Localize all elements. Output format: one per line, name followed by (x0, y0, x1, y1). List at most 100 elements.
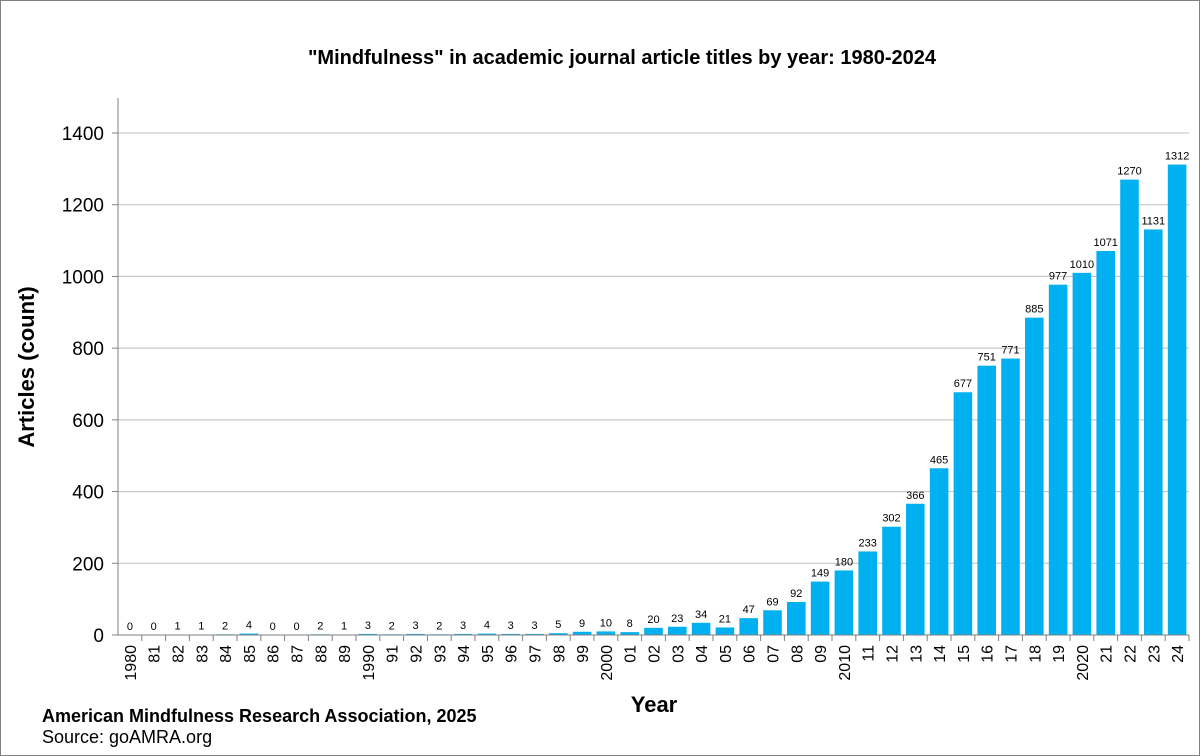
data-label: 47 (743, 604, 755, 616)
data-label: 5 (555, 619, 561, 631)
x-tick-label: 93 (432, 645, 449, 663)
data-label: 0 (270, 621, 276, 633)
data-label: 302 (882, 513, 900, 525)
x-tick-label: 23 (1146, 645, 1163, 663)
bar (620, 632, 639, 635)
bar (882, 526, 901, 635)
x-tick-label: 86 (266, 645, 283, 663)
x-tick-label: 92 (409, 645, 426, 663)
data-label: 0 (151, 621, 157, 633)
bar (477, 633, 497, 635)
data-label: 3 (460, 620, 466, 632)
bar (906, 503, 925, 635)
bar (977, 365, 996, 635)
x-tick-label: 19 (1051, 645, 1068, 663)
data-label: 2 (436, 620, 442, 632)
bar (763, 610, 782, 635)
data-label: 3 (531, 620, 537, 632)
x-tick-label: 81 (147, 645, 164, 663)
footer-source: Source: goAMRA.org (42, 727, 213, 747)
data-label: 21 (719, 613, 731, 625)
y-tick-label: 200 (72, 554, 104, 575)
bars (168, 164, 1187, 635)
data-label: 23 (671, 613, 683, 625)
y-tick-label: 1400 (62, 124, 104, 145)
x-axis-title: Year (631, 692, 678, 717)
data-label: 92 (790, 588, 802, 600)
bar (1072, 272, 1092, 635)
bar (953, 392, 973, 635)
data-label: 1 (174, 621, 180, 633)
bar (691, 622, 711, 635)
data-label: 3 (508, 620, 514, 632)
x-tick-label: 01 (623, 645, 640, 663)
x-tick-label: 07 (766, 645, 783, 663)
data-label: 3 (365, 620, 371, 632)
x-tick-label: 05 (718, 645, 735, 663)
x-tick-label: 91 (385, 645, 402, 663)
data-label: 1270 (1117, 166, 1141, 178)
footer-organization: American Mindfulness Research Associatio… (42, 706, 477, 726)
data-label: 1010 (1070, 259, 1094, 271)
data-label: 1 (341, 621, 347, 633)
x-tick-label: 2020 (1075, 645, 1092, 681)
x-axis (117, 98, 1189, 636)
y-tick-label: 1000 (62, 267, 104, 288)
data-label: 751 (978, 352, 996, 364)
bar (549, 633, 568, 635)
data-label: 366 (906, 490, 924, 502)
x-tick-label: 97 (528, 645, 545, 663)
x-tick-label: 24 (1170, 645, 1187, 663)
x-tick-label: 22 (1123, 645, 1140, 663)
data-label: 1131 (1141, 215, 1165, 227)
x-tick-label: 14 (932, 645, 949, 663)
data-label: 2 (317, 620, 323, 632)
x-tick-label: 03 (670, 645, 687, 663)
x-tick-label: 06 (742, 645, 759, 663)
x-tick-label: 02 (647, 645, 664, 663)
data-label: 1312 (1165, 151, 1189, 163)
data-label: 9 (579, 618, 585, 630)
x-tick-label: 09 (813, 645, 830, 663)
bar (501, 633, 520, 635)
bar (572, 631, 592, 635)
bar (834, 570, 854, 635)
bar (1096, 250, 1115, 635)
data-label: 149 (811, 568, 829, 580)
x-tick-label: 82 (171, 645, 188, 663)
bar (929, 468, 949, 635)
bar (810, 581, 830, 635)
x-axis-ticks: 1980 81 82 83 84 85 86 87 88 89 1990 91 92 93 94 95 96 97… (123, 635, 1190, 681)
data-label: 69 (766, 596, 778, 608)
data-label: 0 (293, 621, 299, 633)
data-label: 977 (1049, 271, 1067, 283)
bar (525, 633, 544, 635)
x-tick-label: 16 (980, 645, 997, 663)
x-tick-label: 83 (194, 645, 211, 663)
data-label: 180 (835, 556, 853, 568)
data-label: 885 (1025, 304, 1043, 316)
data-label: 677 (954, 378, 972, 390)
bar (1144, 229, 1163, 635)
x-tick-label: 04 (694, 645, 711, 663)
bar (406, 633, 425, 635)
bar (858, 551, 877, 635)
x-tick-label: 08 (789, 645, 806, 663)
x-tick-label: 2010 (837, 645, 854, 681)
bar (453, 633, 473, 635)
x-tick-label: 98 (551, 645, 568, 663)
data-label: 0 (127, 621, 133, 633)
x-tick-label: 11 (861, 645, 878, 662)
x-tick-label: 1980 (123, 645, 140, 681)
x-tick-label: 13 (908, 645, 925, 663)
bar (1025, 317, 1044, 635)
y-tick-label: 0 (93, 626, 104, 647)
x-tick-label: 17 (1004, 645, 1021, 663)
data-label: 3 (412, 620, 418, 632)
data-label: 2 (222, 620, 228, 632)
y-tick-label: 400 (72, 483, 104, 504)
data-label: 4 (246, 620, 252, 632)
x-tick-label: 88 (313, 645, 330, 663)
bar (644, 627, 663, 635)
